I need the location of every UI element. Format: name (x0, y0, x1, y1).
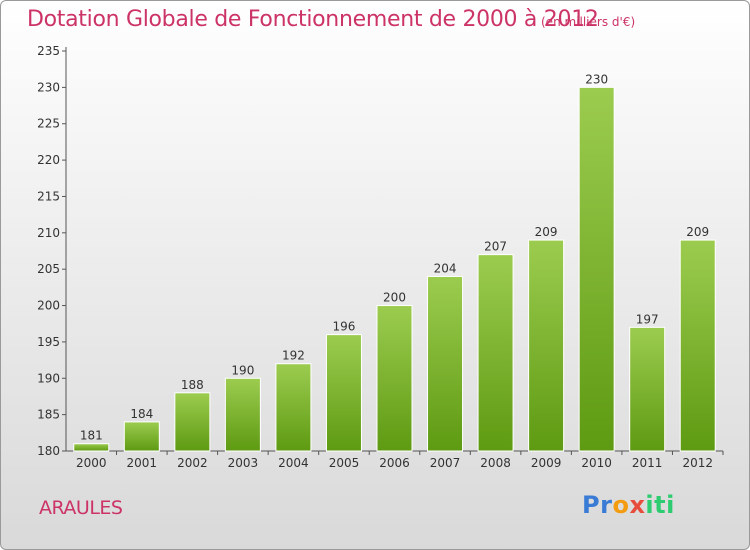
bar-2000 (73, 443, 110, 452)
y-tick-label: 195 (37, 335, 60, 349)
bar-2001 (123, 421, 160, 452)
x-tick-label: 2000 (76, 456, 107, 470)
x-tick-label: 2002 (177, 456, 208, 470)
x-tick-label: 2006 (379, 456, 410, 470)
data-label-2005: 196 (333, 320, 356, 334)
y-tick-label: 190 (37, 371, 60, 385)
bar-2012 (679, 239, 716, 452)
bar-2009 (528, 239, 565, 452)
data-label-2001: 184 (130, 407, 153, 421)
chart-title: Dotation Globale de Fonctionnement de 20… (27, 7, 599, 32)
x-tick-label: 2011 (632, 456, 663, 470)
y-tick-label: 185 (37, 408, 60, 422)
data-label-2008: 207 (484, 240, 507, 254)
x-tick-label: 2004 (278, 456, 309, 470)
y-tick-label: 235 (37, 44, 60, 58)
bars: 181 184 188 190 192 196 200 204 207 209 230 197 209 (73, 72, 716, 452)
data-label-2010: 230 (585, 72, 608, 86)
data-label-2007: 204 (434, 261, 457, 275)
y-tick-label: 205 (37, 262, 60, 276)
chart-unit: (en milliers d'€) (541, 15, 636, 29)
x-tick-label: 2001 (127, 456, 158, 470)
y-tick-label: 215 (37, 189, 60, 203)
x-tick-label: 2012 (682, 456, 713, 470)
y-tick-label: 210 (37, 226, 60, 240)
data-label-2009: 209 (535, 225, 558, 239)
bar-2005 (325, 334, 362, 452)
y-tick-label: 180 (37, 444, 60, 458)
data-label-2003: 190 (231, 363, 254, 377)
commune-name: ARAULES (39, 497, 123, 519)
x-tick-label: 2009 (531, 456, 562, 470)
bar-2011 (629, 326, 666, 452)
bar-2010 (578, 86, 615, 452)
bar-2008 (477, 254, 514, 452)
data-label-2012: 209 (686, 225, 709, 239)
data-label-2004: 192 (282, 349, 305, 363)
y-tick-label: 200 (37, 299, 60, 313)
bar-2002 (174, 392, 211, 452)
bar-2004 (275, 363, 312, 452)
x-tick-label: 2007 (430, 456, 461, 470)
x-tick-label: 2010 (581, 456, 612, 470)
x-tick-label: 2005 (329, 456, 360, 470)
data-label-2006: 200 (383, 291, 406, 305)
bar-2006 (376, 305, 413, 452)
data-label-2002: 188 (181, 378, 204, 392)
y-axis: 180 185 190 195 200 205 210 215 220 225 230 235 (37, 44, 67, 458)
x-tick-label: 2003 (228, 456, 259, 470)
x-axis: 2000 2001 2002 2003 2004 2005 2006 2007 2008 2009… (66, 450, 724, 470)
y-tick-label: 225 (37, 117, 60, 131)
bar-2003 (224, 377, 261, 452)
bar-2007 (427, 275, 464, 452)
data-label-2000: 181 (80, 429, 103, 443)
y-tick-label: 230 (37, 80, 60, 94)
proxiti-logo: Proxiti (582, 491, 675, 519)
data-label-2011: 197 (636, 312, 659, 326)
x-tick-label: 2008 (480, 456, 511, 470)
y-tick-label: 220 (37, 153, 60, 167)
